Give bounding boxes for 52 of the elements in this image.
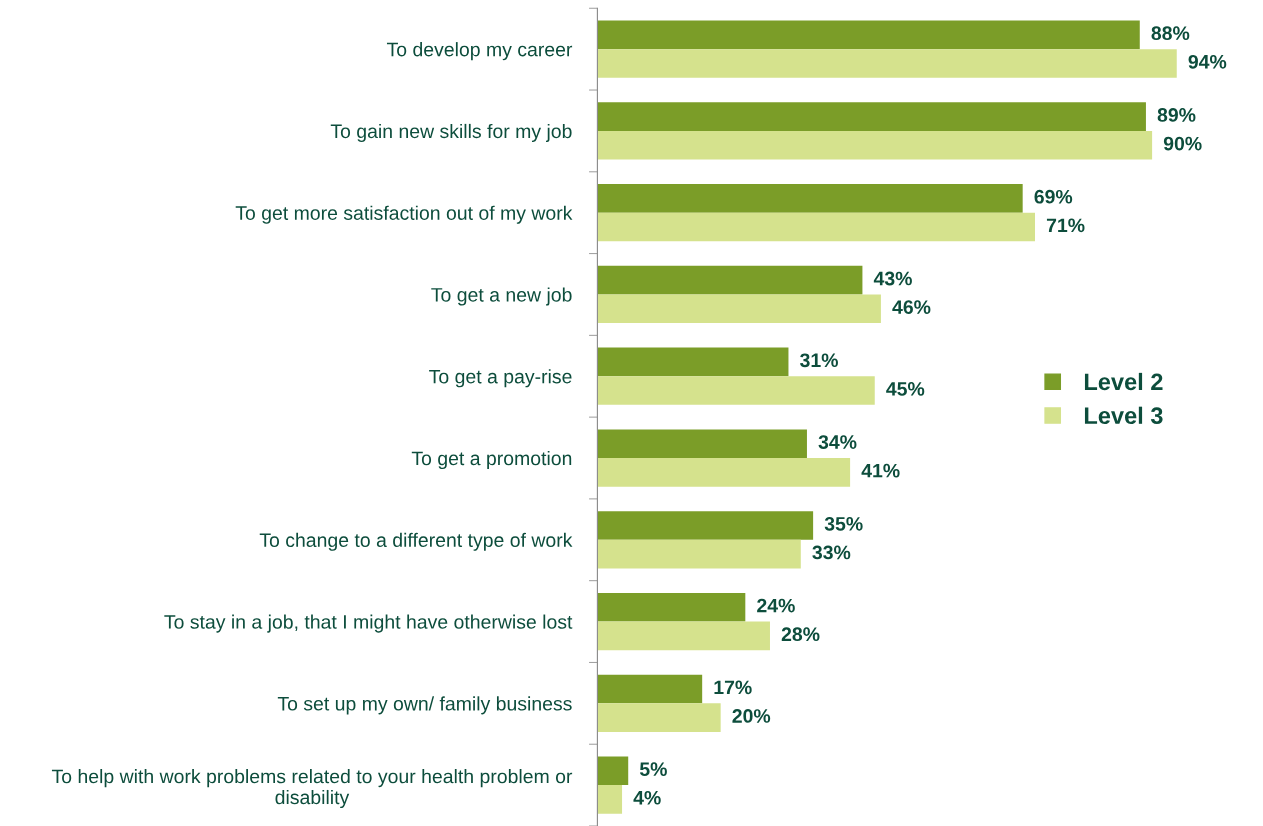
data-label: 45% [886, 382, 925, 396]
bar [597, 429, 807, 459]
data-label: 28% [781, 627, 820, 642]
y-tick-label: To gain new skills for my job [330, 123, 572, 142]
data-label: 46% [892, 300, 931, 314]
bar [597, 265, 863, 295]
bar [597, 184, 1023, 213]
y-tick-label: To get a promotion [411, 450, 572, 470]
data-label: 4% [633, 790, 661, 805]
bar [597, 130, 1153, 160]
bar [597, 621, 770, 651]
data-label: 71% [1046, 218, 1085, 233]
bar [597, 592, 746, 622]
y-tick-label: To change to a different type of work [259, 532, 573, 551]
data-label: 5% [639, 762, 667, 777]
data-label: 41% [861, 463, 900, 478]
bar [597, 20, 1140, 50]
legend-label: Level 3 [1084, 406, 1163, 425]
bar [597, 49, 1177, 78]
data-label: 17% [714, 680, 752, 695]
y-tick-label: To develop my career [386, 42, 573, 61]
data-label: 94% [1188, 54, 1227, 69]
y-tick-label: To get a new job [431, 287, 572, 306]
bar [597, 294, 881, 324]
bar [597, 539, 801, 569]
data-label: 69% [1034, 189, 1073, 204]
data-label: 34% [818, 435, 857, 449]
bar [597, 674, 703, 704]
bar [597, 376, 875, 405]
y-tick-label: To stay in a job, that I might have otherwise lost [164, 614, 573, 633]
bar [597, 347, 789, 377]
bar [597, 511, 814, 540]
bar [597, 703, 721, 732]
data-label: 24% [757, 598, 795, 613]
bar [597, 458, 851, 487]
data-label: 90% [1163, 136, 1202, 151]
bar [597, 102, 1146, 131]
legend-label: Level 2 [1084, 372, 1163, 391]
y-tick-label: To get more satisfaction out of my work [235, 205, 573, 224]
data-label: 89% [1157, 108, 1196, 122]
y-tick-label: To get a pay-rise [429, 369, 572, 388]
data-label: 20% [732, 709, 771, 723]
y-tick-label: To help with work problems related to your health problem or disability [51, 769, 573, 809]
bar [597, 785, 623, 814]
bar [597, 756, 629, 786]
data-label: 43% [873, 271, 912, 286]
data-label: 31% [800, 353, 838, 368]
bar [597, 212, 1035, 242]
y-tick-label: To set up my own/ family business [277, 696, 572, 715]
data-label: 88% [1151, 26, 1190, 41]
data-label: 33% [812, 545, 851, 560]
data-label: 35% [824, 516, 863, 531]
